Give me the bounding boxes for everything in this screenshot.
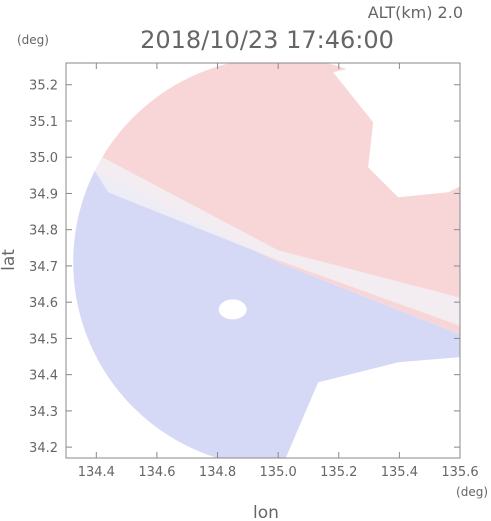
se-gap [285, 357, 460, 458]
y-tick-label: 34.7 [29, 260, 58, 275]
ne-gap [333, 63, 460, 198]
y-axis-label: lat [0, 249, 19, 271]
lat-unit-label: (deg) [17, 33, 49, 47]
zero-velocity-band [78, 144, 460, 326]
x-axis-label: lon [253, 503, 279, 521]
lon-unit-label: (deg) [456, 485, 488, 499]
y-tick-label: 34.6 [29, 296, 58, 311]
axes: 134.4 134.6 134.8 135.0 135.2 135.4 135.6 34.2 3… [29, 62, 479, 480]
altitude-label: ALT(km) 2.0 [368, 3, 463, 22]
chart-title: 2018/10/23 17:46:00 [140, 26, 394, 54]
receding-region [66, 63, 460, 335]
x-tick-label: 134.6 [138, 465, 175, 480]
x-tick-label: 135.0 [260, 465, 297, 480]
x-tick-label: 135.4 [381, 465, 418, 480]
plot-frame [65, 62, 461, 459]
y-tick-label: 34.4 [29, 369, 58, 384]
y-tick-label: 35.1 [29, 115, 58, 130]
y-tick-label: 34.3 [29, 405, 58, 420]
y-tick-label: 34.2 [29, 441, 58, 456]
y-tick-label: 34.5 [29, 332, 58, 347]
y-tick-label: 34.8 [29, 224, 58, 239]
x-tick-label: 134.8 [199, 465, 236, 480]
no-echo-hole [218, 299, 247, 320]
x-tick-label: 135.6 [441, 465, 478, 480]
x-tick-label: 135.2 [320, 465, 357, 480]
y-tick-label: 35.0 [29, 151, 58, 166]
x-tick-label: 134.4 [78, 465, 115, 480]
y-tick-label: 34.9 [29, 187, 58, 202]
y-tick-label: 35.2 [29, 79, 58, 94]
